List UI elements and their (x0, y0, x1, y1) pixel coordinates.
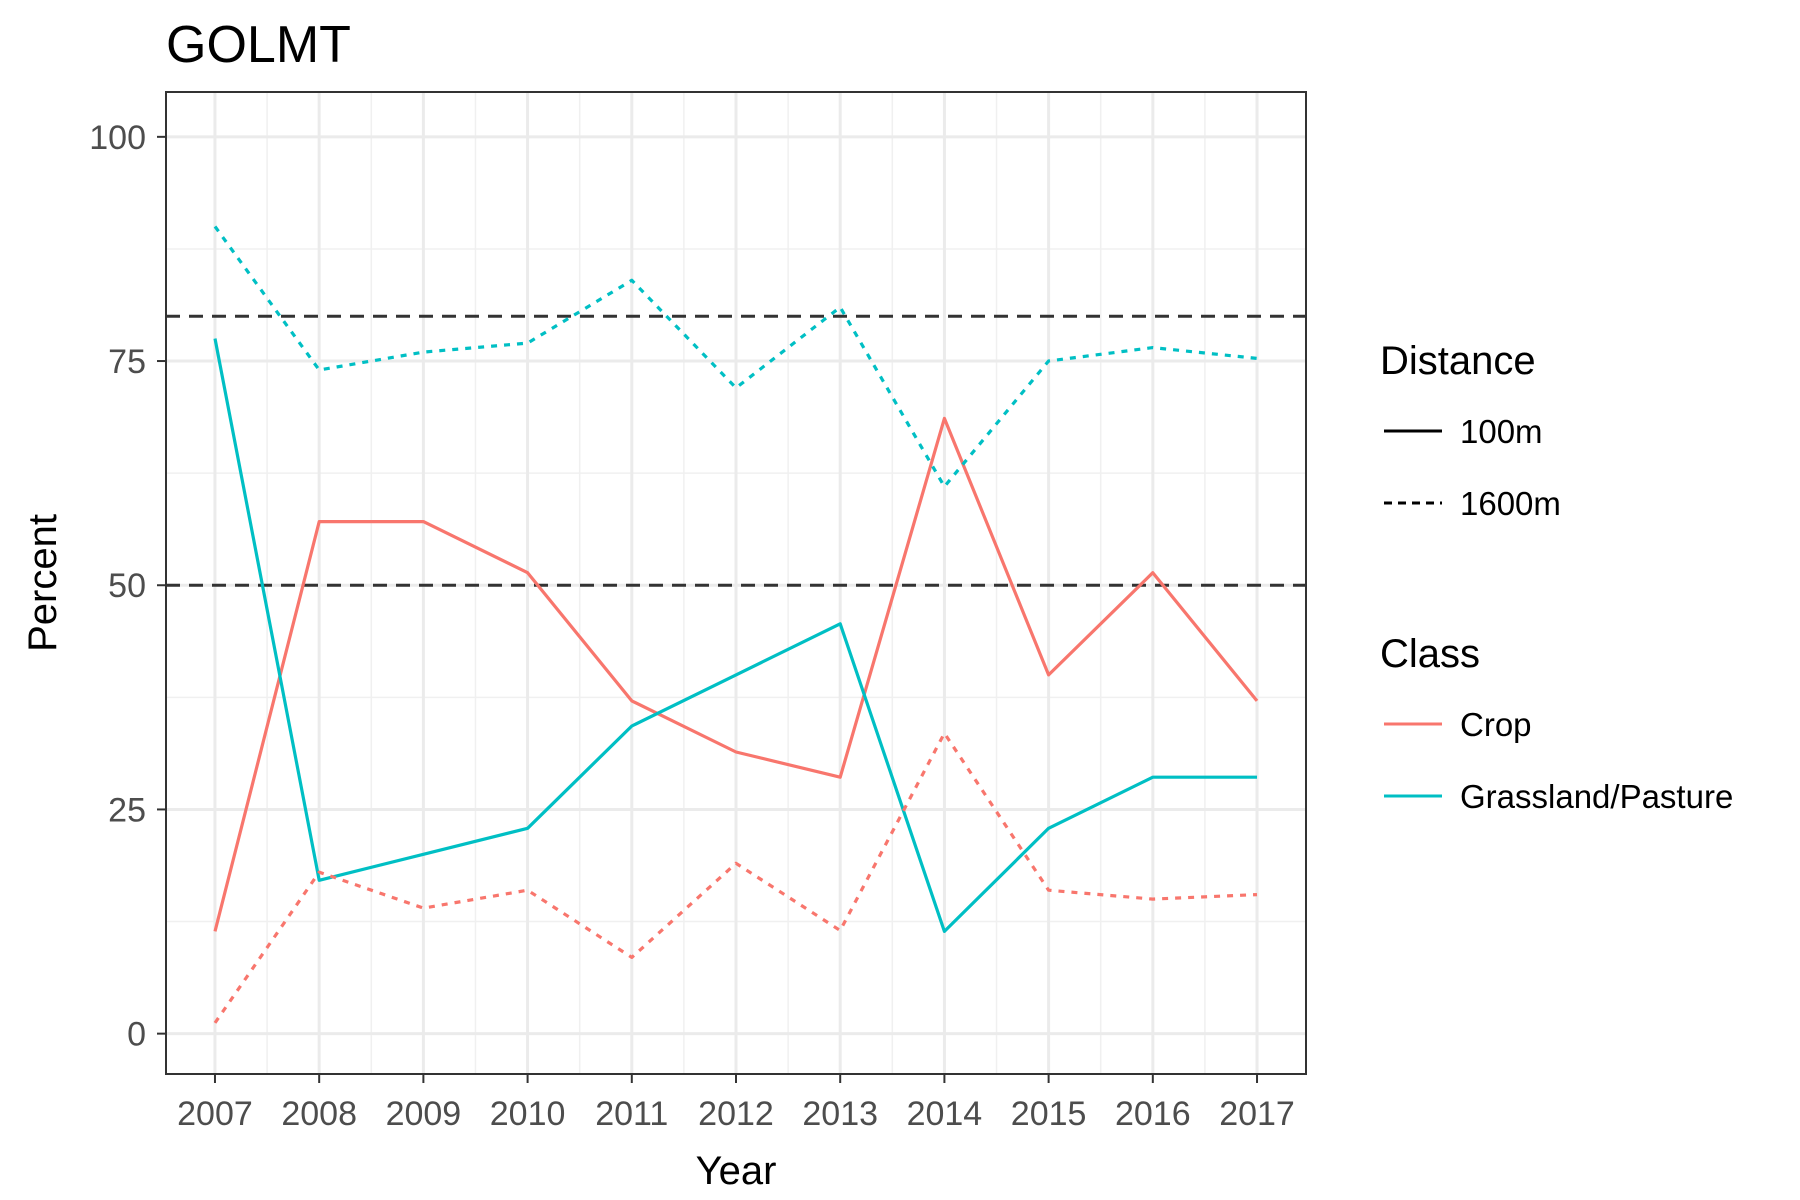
series-line-grassland-pasture-100m (213, 338, 1257, 934)
y-tick-label: 75 (108, 343, 146, 381)
series-line-crop-100m (213, 416, 1259, 932)
y-axis-title: Percent (21, 514, 65, 652)
x-tick-label: 2014 (907, 1095, 983, 1133)
y-tick-label: 100 (89, 119, 146, 157)
x-tick-label: 2008 (281, 1095, 357, 1133)
legend-label-1600m: 1600m (1460, 485, 1561, 522)
x-tick-label: 2012 (698, 1095, 774, 1133)
x-tick-label: 2017 (1219, 1095, 1295, 1133)
x-tick-label: 2011 (595, 1095, 668, 1133)
chart-title: GOLMT (166, 16, 351, 74)
legend-distance-title: Distance (1380, 339, 1536, 383)
reference-lines (166, 314, 1306, 587)
x-axis: 2007 2008 2009 2010 2011 2012 2013 2014 2015 2016… (177, 1074, 1295, 1133)
series-line-grassland-pasture-1600m (213, 225, 1258, 489)
y-tick-label: 25 (108, 791, 146, 829)
x-tick-label: 2007 (177, 1095, 253, 1133)
legend-class-title: Class (1380, 632, 1480, 676)
legend-label-crop: Crop (1460, 706, 1532, 743)
x-tick-label: 2013 (802, 1095, 878, 1133)
x-tick-label: 2010 (490, 1095, 566, 1133)
x-tick-label: 2015 (1011, 1095, 1087, 1133)
x-axis-title: Year (696, 1149, 777, 1193)
x-tick-label: 2009 (386, 1095, 462, 1133)
y-tick-label: 0 (127, 1016, 146, 1054)
y-tick-label: 50 (108, 567, 146, 605)
legend-label-grassland-pasture: Grassland/Pasture (1460, 778, 1733, 815)
x-tick-label: 2016 (1115, 1095, 1191, 1133)
y-axis: 0 25 50 75 100 (89, 119, 166, 1054)
series-line-crop-1600m (213, 731, 1258, 1024)
legend: Distance 100m 1600m Class Crop Grassland… (1380, 339, 1733, 815)
legend-label-100m: 100m (1460, 413, 1543, 450)
series-layer (213, 225, 1259, 1024)
